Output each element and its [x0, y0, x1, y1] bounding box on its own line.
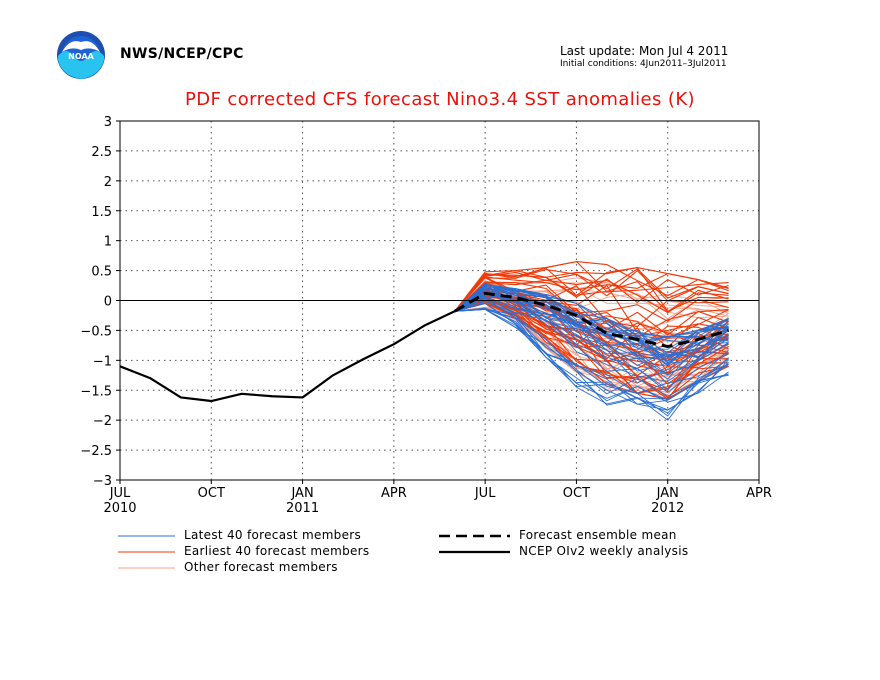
- y-tick-label: −2: [93, 414, 112, 429]
- chart-title: PDF corrected CFS forecast Nino3.4 SST a…: [185, 89, 695, 110]
- ensemble-mean-line: [453, 291, 729, 349]
- y-tick-label: 0: [104, 295, 112, 310]
- org-label: NWS/NCEP/CPC: [120, 46, 244, 62]
- x-tick-label: APR: [381, 486, 407, 501]
- earliest-member-line: [454, 296, 729, 399]
- x-tick-year-label: 2010: [103, 501, 136, 516]
- earliest-member-line: [454, 274, 729, 312]
- latest-member-line: [454, 298, 729, 382]
- earliest-member-line: [454, 277, 729, 328]
- latest-member-line: [454, 287, 729, 347]
- latest-member-line: [454, 294, 729, 390]
- svg-text:NOAA: NOAA: [68, 52, 94, 61]
- earliest-member-line: [454, 276, 729, 322]
- latest-member-line: [454, 290, 729, 360]
- y-tick-label: 0.5: [91, 265, 112, 280]
- earliest-member-line: [454, 270, 729, 312]
- latest-member-line: [454, 287, 729, 359]
- y-tick-label: −0.5: [80, 324, 112, 339]
- x-tick-label: APR: [746, 486, 772, 501]
- noaa-logo: NOAA: [57, 31, 105, 79]
- initial-conditions-label: Initial conditions: 4Jun2011–3Jul2011: [560, 59, 727, 69]
- legend-mean-label: Forecast ensemble mean: [519, 528, 677, 542]
- earliest-member-line: [454, 279, 729, 314]
- axes: 32.521.510.50−0.5−1−1.5−2−2.5−3JUL2010OC…: [80, 115, 771, 516]
- latest-member-line: [454, 307, 729, 417]
- latest-member-line: [454, 301, 729, 393]
- legend: [118, 534, 510, 569]
- latest-member-line: [454, 286, 729, 361]
- y-tick-label: −2.5: [80, 444, 112, 459]
- last-update-label: Last update: Mon Jul 4 2011: [560, 44, 729, 58]
- earliest-member-line: [454, 285, 729, 339]
- x-tick-label: JAN: [290, 486, 313, 501]
- legend-analysis-label: NCEP OIv2 weekly analysis: [519, 544, 689, 558]
- y-tick-label: 1.5: [91, 205, 112, 220]
- analysis-line: [119, 310, 456, 403]
- y-tick-label: 2: [104, 175, 112, 190]
- x-tick-label: JUL: [109, 486, 131, 501]
- y-tick-label: 2.5: [91, 145, 112, 160]
- earliest-member-line: [454, 267, 729, 312]
- x-tick-year-label: 2011: [286, 501, 319, 516]
- latest-members-series: [454, 283, 729, 421]
- latest-member-line: [454, 308, 729, 401]
- latest-member-line: [454, 308, 729, 411]
- analysis-series: [119, 310, 456, 403]
- latest-member-line: [454, 302, 729, 411]
- y-tick-label: −3: [93, 474, 112, 489]
- x-tick-label: OCT: [563, 486, 590, 501]
- x-tick-label: JAN: [656, 486, 679, 501]
- x-tick-label: JUL: [474, 486, 496, 501]
- y-tick-label: −1: [93, 354, 112, 369]
- legend-earliest-label: Earliest 40 forecast members: [184, 544, 370, 558]
- earliest-member-line: [454, 302, 729, 394]
- plot-frame: [119, 120, 760, 481]
- earliest-member-line: [454, 268, 729, 312]
- legend-latest-label: Latest 40 forecast members: [184, 528, 362, 542]
- latest-member-line: [454, 295, 729, 366]
- x-tick-year-label: 2012: [651, 501, 684, 516]
- earliest-member-line: [454, 294, 729, 367]
- latest-member-line: [454, 284, 729, 345]
- legend-other-label: Other forecast members: [184, 560, 338, 574]
- y-tick-label: −1.5: [80, 384, 112, 399]
- y-tick-label: 1: [104, 235, 112, 250]
- y-tick-label: 3: [104, 115, 112, 130]
- x-tick-label: OCT: [198, 486, 225, 501]
- earliest-member-line: [454, 261, 729, 312]
- ensemble-mean-series: [453, 291, 729, 349]
